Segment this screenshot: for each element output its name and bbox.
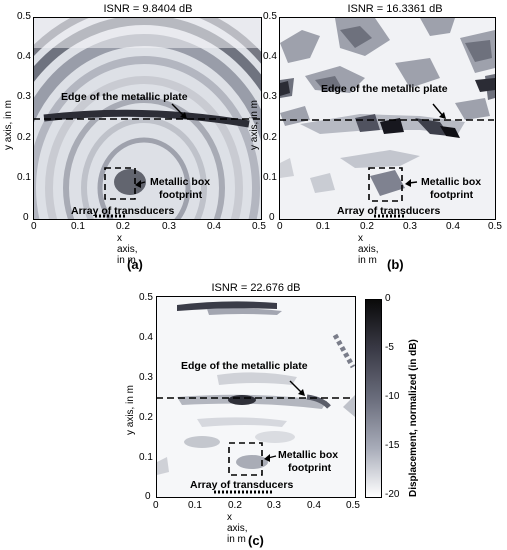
box-footprint-outline — [368, 167, 403, 202]
colorbar-tick: -20 — [385, 489, 400, 500]
y-tick: 0.2 — [17, 132, 31, 143]
y-tick: 0 — [23, 212, 29, 223]
heatmap-plot — [279, 17, 496, 220]
arrow-icon — [264, 454, 270, 462]
x-tick: 0.5 — [488, 221, 502, 232]
heatmap-image — [280, 18, 495, 219]
array-label: Array of transducers — [337, 205, 441, 217]
y-tick: 0.1 — [139, 452, 153, 463]
edge-label: Edge of the metallic plate — [61, 91, 188, 103]
x-tick: 0.2 — [228, 500, 242, 511]
x-tick: 0.3 — [162, 221, 176, 232]
box-footprint-outline — [104, 167, 136, 200]
x-tick: 0.5 — [252, 221, 266, 232]
y-tick: 0.2 — [263, 132, 277, 143]
x-tick: 0.4 — [307, 500, 321, 511]
colorbar-tick: -10 — [385, 391, 400, 402]
panel-label: (a) — [127, 257, 143, 272]
panel-title: ISNR = 22.676 dB — [211, 282, 301, 294]
x-tick: 0 — [277, 221, 283, 232]
x-tick: 0 — [153, 500, 159, 511]
y-tick: 0.4 — [139, 332, 153, 343]
y-tick: 0.5 — [139, 292, 153, 303]
x-tick: 0.5 — [346, 500, 360, 511]
y-tick: 0.4 — [263, 51, 277, 62]
x-tick: 0.4 — [446, 221, 460, 232]
colorbar-gradient — [365, 299, 382, 498]
panel-label: (c) — [248, 533, 264, 548]
x-tick: 0.3 — [267, 500, 281, 511]
box-label-line2: footprint — [430, 189, 474, 201]
x-tick: 0.1 — [316, 221, 330, 232]
x-tick: 0.3 — [403, 221, 417, 232]
y-tick: 0.5 — [263, 11, 277, 22]
array-label: Array of transducers — [190, 479, 294, 491]
array-label: Array of transducers — [71, 205, 175, 217]
x-axis-label: x axis, in m — [117, 233, 138, 266]
x-tick: 0.1 — [71, 221, 85, 232]
x-tick: 0.2 — [116, 221, 130, 232]
y-tick: 0.3 — [263, 91, 277, 102]
heatmap-plot — [156, 296, 356, 498]
panel-title: ISNR = 16.3361 dB — [347, 3, 443, 15]
box-label-line2: footprint — [159, 189, 203, 201]
y-tick: 0.3 — [17, 91, 31, 102]
panel-label: (b) — [387, 257, 404, 272]
y-tick: 0 — [145, 491, 151, 502]
colorbar-tick: -5 — [385, 342, 394, 353]
box-label-line2: footprint — [288, 462, 332, 474]
panel-title: ISNR = 9.8404 dB — [103, 3, 193, 15]
x-tick: 0 — [31, 221, 37, 232]
colorbar-tick: 0 — [385, 293, 391, 304]
x-axis-label: x axis, in m — [227, 512, 248, 545]
arrow-icon — [439, 112, 446, 119]
edge-label: Edge of the metallic plate — [181, 360, 308, 372]
y-tick: 0 — [269, 212, 275, 223]
box-label-line1: Metallic box — [278, 449, 339, 461]
y-tick: 0.5 — [17, 11, 31, 22]
x-tick: 0.4 — [207, 221, 221, 232]
colorbar-tick: -15 — [385, 440, 400, 451]
arrow-line — [171, 103, 185, 117]
y-tick: 0.3 — [139, 372, 153, 383]
box-label-line1: Metallic box — [150, 176, 211, 188]
edge-label: Edge of the metallic plate — [321, 83, 448, 95]
x-axis-label: x axis, in m — [358, 233, 379, 266]
arrow-line — [432, 103, 444, 117]
arrow-icon — [298, 389, 305, 396]
y-tick: 0.4 — [17, 51, 31, 62]
x-tick: 0.1 — [188, 500, 202, 511]
arrow-icon — [180, 112, 187, 119]
heatmap-image — [157, 297, 355, 497]
y-tick: 0.1 — [17, 172, 31, 183]
arrow-icon — [405, 179, 411, 187]
colorbar-label: Displacement, normalized (in dB) — [408, 339, 419, 497]
x-tick: 0.2 — [360, 221, 374, 232]
arrow-icon — [135, 180, 141, 188]
box-footprint-outline — [228, 442, 263, 476]
box-label-line1: Metallic box — [421, 176, 482, 188]
arrow-line — [289, 380, 303, 394]
y-tick: 0.1 — [263, 172, 277, 183]
y-tick: 0.2 — [139, 412, 153, 423]
